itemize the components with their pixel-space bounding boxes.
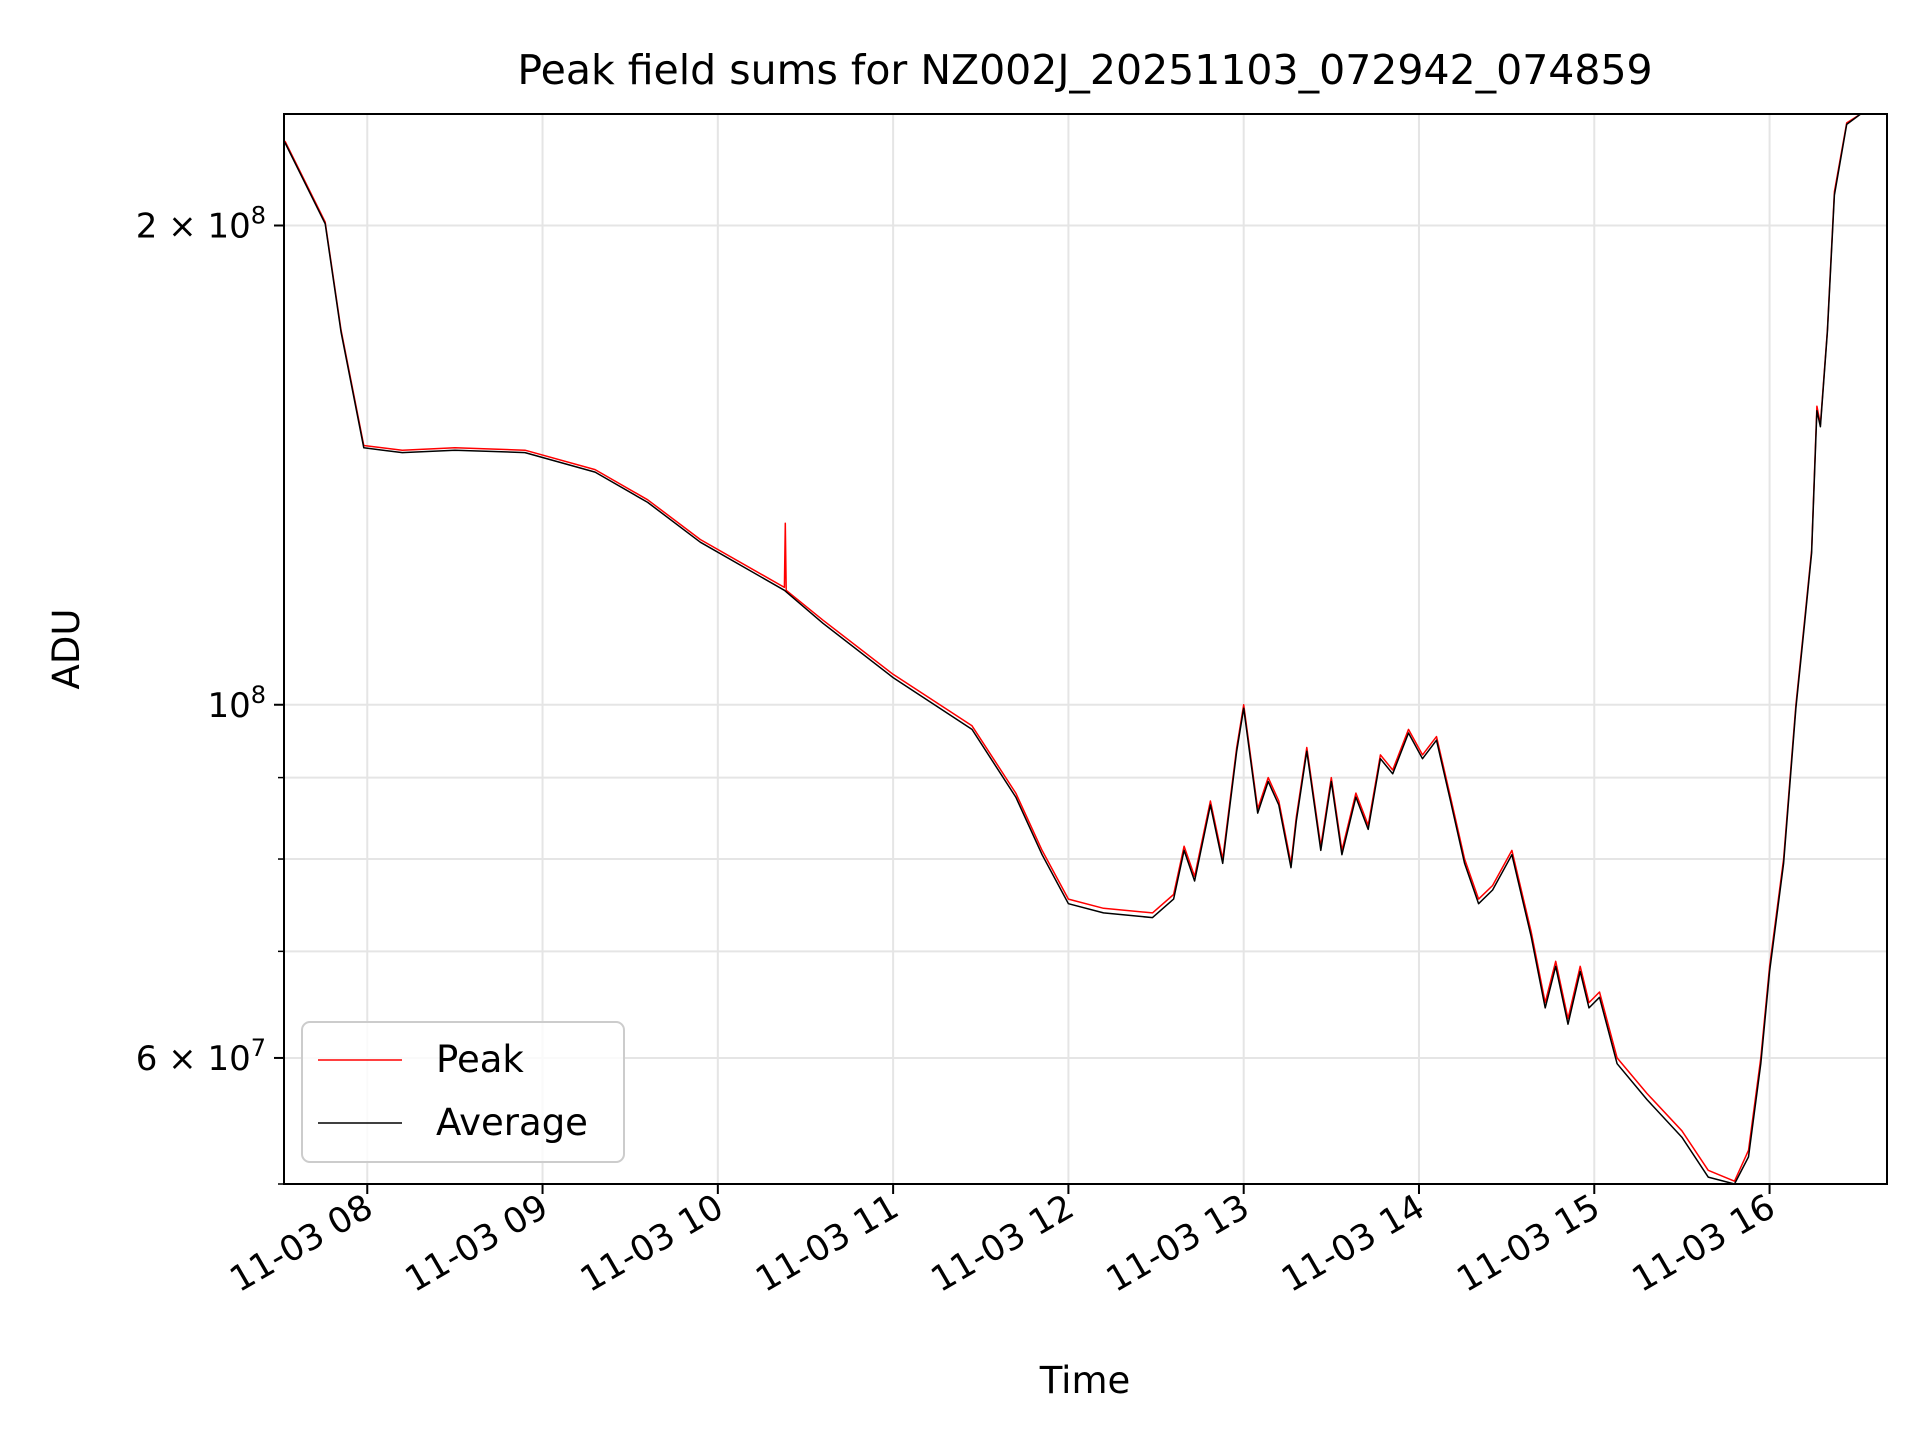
legend-box [301,1021,625,1163]
y-tick-label: 6 × 107 [136,1034,266,1079]
chart-title: Peak field sums for NZ002J_20251103_0729… [517,46,1652,94]
x-tick-label: 11-03 12 [925,1187,1081,1300]
y-tick-label: 108 [207,681,266,726]
legend-average-label: Average [436,1101,588,1144]
series-peak-line [284,114,1862,1182]
data-lines [284,114,1862,1184]
plot-area [284,114,1887,1184]
y-axis: 108 2 × 108 6 × 107 [136,202,284,1185]
grid [284,114,1887,1184]
x-tick-label: 11-03 11 [749,1187,905,1300]
x-tick-label: 11-03 09 [399,1187,555,1300]
x-tick-label: 11-03 15 [1450,1187,1606,1300]
legend: Peak Average [301,1021,625,1163]
x-tick-label: 11-03 10 [574,1187,730,1300]
x-axis-label: Time [1039,1359,1131,1402]
x-axis: 11-03 08 11-03 09 11-03 10 11-03 11 11-03 12… [223,1184,1782,1300]
legend-peak-label: Peak [436,1038,524,1081]
series-average-line [284,114,1862,1184]
x-tick-label: 11-03 08 [223,1187,379,1300]
x-tick-label: 11-03 14 [1275,1187,1431,1300]
y-axis-label: ADU [45,609,88,690]
plot-frame [283,113,1888,1185]
x-tick-label: 11-03 13 [1100,1187,1256,1300]
y-tick-label: 2 × 108 [136,202,266,247]
x-tick-label: 11-03 16 [1626,1187,1782,1300]
